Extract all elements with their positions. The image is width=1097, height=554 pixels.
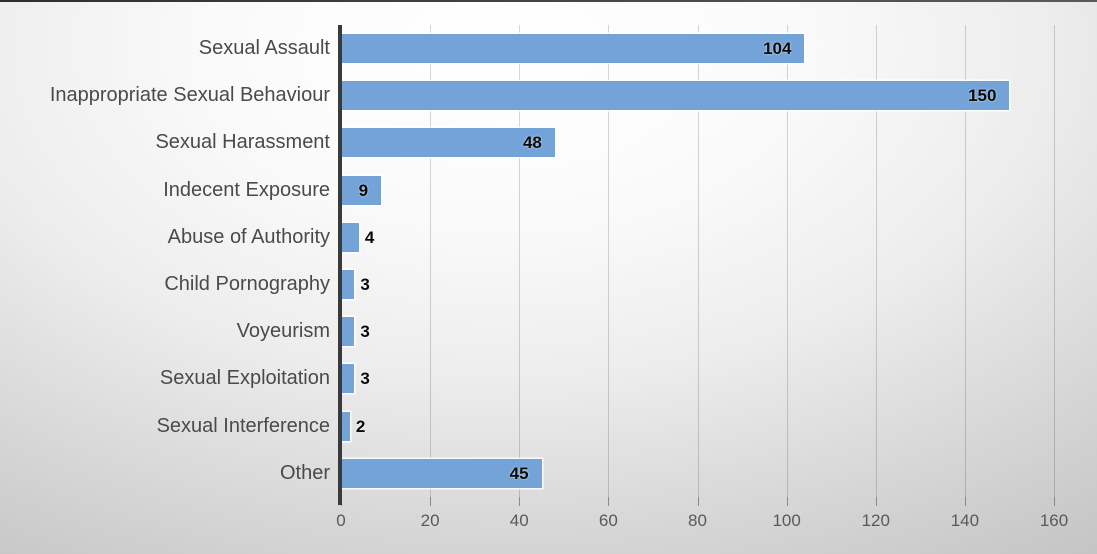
gridline-x-60	[608, 25, 610, 497]
category-label-abuse-of-authority: Abuse of Authority	[167, 225, 330, 248]
category-label-child-pornography: Child Pornography	[164, 273, 330, 296]
tick-mark-x-20	[430, 497, 432, 506]
gridline-x-20	[430, 25, 432, 497]
bar-row: 3	[341, 355, 1054, 402]
bar-sexual-assault	[341, 34, 805, 63]
bar-value-label: 2	[355, 416, 366, 436]
bar-value-label: 4	[364, 227, 375, 247]
tick-mark-x-40	[519, 497, 521, 506]
bar-sexual-exploitation	[341, 364, 355, 394]
plot-area: 104 150 48 9 4 3 3 3 2 45	[341, 25, 1055, 506]
gridline-x-40	[519, 25, 521, 497]
category-label-sexual-assault: Sexual Assault	[198, 37, 330, 60]
bar-row: 104	[341, 25, 1054, 72]
x-tick-label-40: 40	[509, 511, 529, 530]
tick-mark-x-80	[697, 497, 699, 506]
bar-value-label: 3	[360, 322, 370, 342]
x-tick-label-0: 0	[336, 511, 346, 530]
x-tick-label-100: 100	[772, 511, 801, 530]
x-tick-label-120: 120	[861, 511, 890, 530]
category-label-voyeurism: Voyeurism	[236, 320, 330, 343]
bar-child-pornography	[341, 270, 355, 299]
bar-row: 3	[341, 308, 1054, 355]
bar-row: 9	[341, 167, 1054, 214]
bar-value-label: 48	[522, 133, 542, 153]
bar-row: 3	[341, 261, 1054, 308]
category-label-sexual-interference: Sexual Interference	[156, 414, 330, 437]
bar-sexual-interference	[341, 411, 350, 441]
x-tick-label-20: 20	[420, 511, 440, 530]
bar-value-label: 150	[968, 86, 997, 106]
gridline-x-100	[786, 25, 788, 497]
bar-row: 45	[341, 450, 1054, 497]
bar-row: 2	[341, 403, 1054, 450]
bar-value-label: 9	[358, 180, 369, 200]
bar-row: 48	[341, 119, 1054, 166]
category-label-sexual-harassment: Sexual Harassment	[155, 131, 330, 154]
bar-voyeurism	[341, 317, 355, 347]
tick-mark-x-100	[786, 497, 788, 506]
category-label-indecent-exposure: Indecent Exposure	[163, 178, 330, 201]
x-tick-label-140: 140	[950, 511, 980, 530]
bar-value-label: 3	[360, 275, 370, 294]
gridline-x-160	[1054, 25, 1055, 497]
bar-other	[341, 458, 542, 488]
bar-row: 4	[341, 214, 1054, 261]
x-tick-label-160: 160	[1039, 511, 1069, 530]
bar-row: 150	[341, 72, 1054, 119]
x-tick-label-80: 80	[688, 511, 707, 530]
bar-inappropriate-sexual-behaviour	[341, 81, 1010, 111]
category-label-inappropriate-sexual-behaviour: Inappropriate Sexual Behaviour	[49, 84, 330, 107]
category-axis-line	[338, 25, 342, 505]
gridline-x-140	[964, 25, 966, 497]
category-label-other: Other	[279, 461, 330, 484]
tick-mark-x-140	[964, 497, 966, 506]
gridline-x-120	[875, 25, 877, 497]
bar-abuse-of-authority	[341, 222, 359, 252]
tick-mark-x-60	[608, 497, 610, 506]
bar-sexual-harassment	[341, 128, 555, 158]
category-label-sexual-exploitation: Sexual Exploitation	[159, 367, 330, 390]
bar-value-label: 3	[360, 369, 370, 389]
gridline-x-80	[697, 25, 699, 497]
bar-value-label: 104	[763, 39, 792, 58]
x-tick-label-60: 60	[598, 511, 618, 530]
tick-mark-x-120	[875, 497, 877, 506]
bar-indecent-exposure	[341, 175, 382, 205]
bar-value-label: 45	[509, 463, 529, 483]
slide-top-border	[0, 0, 1097, 2]
tick-mark-x-160	[1054, 497, 1055, 506]
